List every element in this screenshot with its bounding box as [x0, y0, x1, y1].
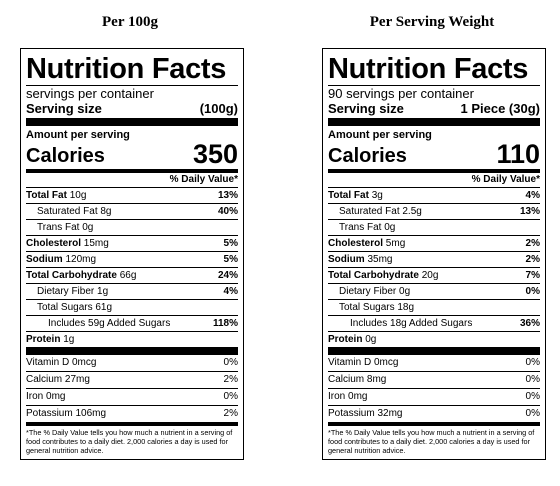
row-total-sugars: Total Sugars 61g: [26, 299, 238, 315]
row-added-sugars: Includes 18g Added Sugars 36%: [328, 315, 540, 331]
row-iron: Iron 0mg 0%: [26, 388, 238, 405]
amount-per-serving: Amount per serving: [26, 129, 130, 141]
row-protein: Protein 1g: [26, 331, 238, 347]
label-title: Nutrition Facts: [26, 53, 227, 85]
row-cholesterol: Cholesterol 5mg 2%: [328, 235, 540, 251]
row-potassium: Potassium 106mg 2%: [26, 405, 238, 422]
row-total-carbohydrate: Total Carbohydrate 66g 24%: [26, 267, 238, 283]
row-dietary-fiber: Dietary Fiber 1g 4%: [26, 283, 238, 299]
row-sodium: Sodium 120mg 5%: [26, 251, 238, 267]
heading-per-100g: Per 100g: [102, 14, 158, 30]
servings-per-container: 90 servings per container: [328, 86, 474, 101]
row-total-carbohydrate: Total Carbohydrate 20g 7%: [328, 267, 540, 283]
calories-value: 110: [496, 139, 540, 169]
row-trans-fat: Trans Fat 0g: [26, 219, 238, 235]
nutrition-label-per-100g: Nutrition Facts servings per container S…: [20, 48, 244, 460]
row-potassium: Potassium 32mg 0%: [328, 405, 540, 422]
row-saturated-fat: Saturated Fat 8g 40%: [26, 203, 238, 219]
row-vitamin-d: Vitamin D 0mcg 0%: [26, 357, 238, 368]
row-vitamin-d: Vitamin D 0mcg 0%: [328, 357, 540, 368]
servings-per-container: servings per container: [26, 86, 154, 101]
serving-size: Serving size 1 Piece (30g): [328, 101, 540, 116]
calories-row: Calories 350: [26, 139, 238, 169]
row-trans-fat: Trans Fat 0g: [328, 219, 540, 235]
footnote: *The % Daily Value tells you how much a …: [26, 422, 238, 455]
footnote: *The % Daily Value tells you how much a …: [328, 422, 540, 455]
heading-per-serving: Per Serving Weight: [369, 14, 495, 30]
row-sodium: Sodium 35mg 2%: [328, 251, 540, 267]
row-dietary-fiber: Dietary Fiber 0g 0%: [328, 283, 540, 299]
calories-row: Calories 110: [328, 139, 540, 169]
row-added-sugars: Includes 59g Added Sugars 118%: [26, 315, 238, 331]
row-protein: Protein 0g: [328, 331, 540, 347]
serving-size: Serving size (100g): [26, 101, 238, 116]
nutrition-label-per-serving: Nutrition Facts 90 servings per containe…: [322, 48, 546, 460]
row-iron: Iron 0mg 0%: [328, 388, 540, 405]
calories-value: 350: [192, 139, 238, 169]
row-cholesterol: Cholesterol 15mg 5%: [26, 235, 238, 251]
row-total-fat: Total Fat 10g 13%: [26, 187, 238, 203]
daily-value-header: % Daily Value*: [26, 169, 238, 187]
amount-per-serving: Amount per serving: [328, 129, 432, 141]
row-saturated-fat: Saturated Fat 2.5g 13%: [328, 203, 540, 219]
label-title: Nutrition Facts: [328, 53, 529, 85]
row-calcium: Calcium 8mg 0%: [328, 371, 540, 388]
row-total-fat: Total Fat 3g 4%: [328, 187, 540, 203]
row-total-sugars: Total Sugars 18g: [328, 299, 540, 315]
daily-value-header: % Daily Value*: [328, 169, 540, 187]
row-calcium: Calcium 27mg 2%: [26, 371, 238, 388]
